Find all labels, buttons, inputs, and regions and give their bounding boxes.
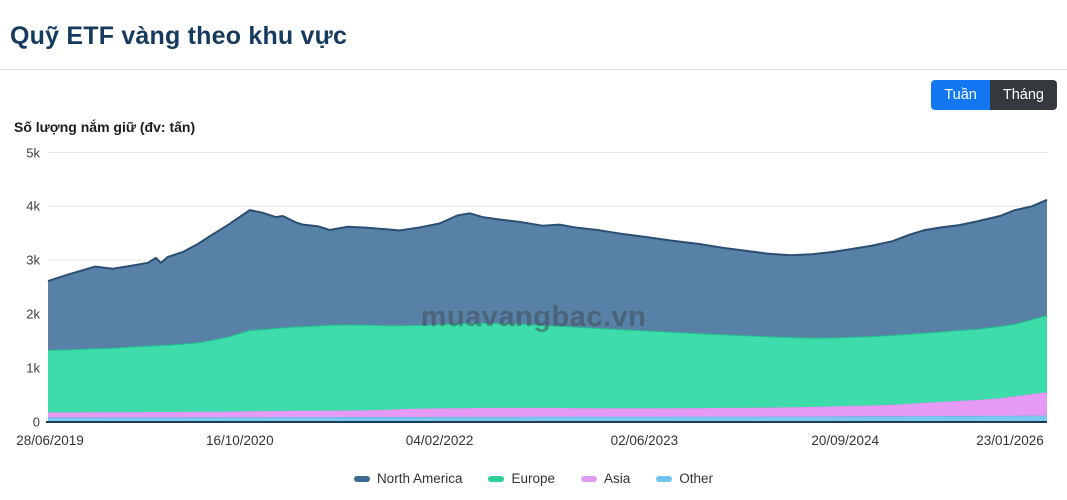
x-tick-label: 20/09/2024 bbox=[811, 433, 879, 448]
legend-item-asia[interactable]: Asia bbox=[581, 471, 630, 486]
legend-label: North America bbox=[376, 471, 463, 486]
x-tick-label: 28/06/2019 bbox=[16, 433, 84, 448]
y-tick-label: 3k bbox=[26, 252, 40, 268]
y-axis-title: Số lượng nắm giữ (đv: tấn) bbox=[14, 119, 196, 135]
y-tick-label: 5k bbox=[26, 145, 40, 160]
header-divider bbox=[0, 69, 1067, 70]
x-tick-label: 04/02/2022 bbox=[405, 433, 474, 448]
x-tick-label: 02/06/2023 bbox=[610, 433, 679, 448]
y-tick-label: 1k bbox=[26, 360, 40, 376]
legend-marker-icon bbox=[656, 475, 673, 482]
legend-marker-icon bbox=[353, 475, 370, 482]
legend-item-other[interactable]: Other bbox=[656, 471, 713, 486]
area-north-america bbox=[48, 199, 1047, 350]
x-tick-label: 16/10/2020 bbox=[206, 433, 274, 448]
legend-label: Asia bbox=[604, 471, 631, 486]
y-tick-label: 2k bbox=[26, 306, 40, 322]
y-tick-label: 0 bbox=[32, 414, 40, 429]
chart-legend: North America Europe Asia Other bbox=[0, 471, 1067, 486]
x-tick-label: 23/01/2026 bbox=[976, 433, 1044, 448]
legend-label: Other bbox=[679, 471, 714, 486]
legend-marker-icon bbox=[581, 475, 598, 482]
legend-item-europe[interactable]: Europe bbox=[488, 471, 555, 486]
month-toggle-button[interactable]: Tháng bbox=[989, 80, 1057, 110]
range-toggle-group: Tuần Tháng bbox=[931, 80, 1057, 110]
line-north-america bbox=[47, 198, 1048, 283]
legend-item-north-america[interactable]: North America bbox=[353, 471, 463, 486]
legend-label: Europe bbox=[511, 471, 556, 486]
y-tick-label: 4k bbox=[26, 198, 40, 214]
area-europe bbox=[48, 315, 1047, 413]
page-title: Quỹ ETF vàng theo khu vực bbox=[10, 22, 348, 50]
week-toggle-button[interactable]: Tuần bbox=[931, 80, 990, 110]
legend-marker-icon bbox=[488, 475, 505, 482]
